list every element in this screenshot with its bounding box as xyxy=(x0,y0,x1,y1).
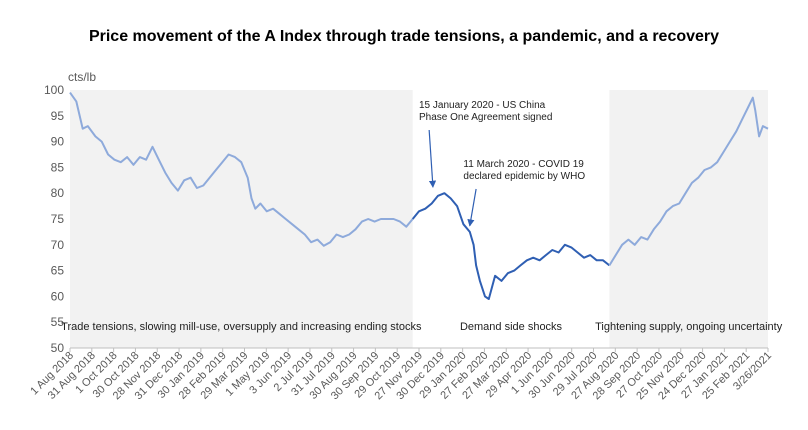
y-tick-label: 50 xyxy=(51,341,65,355)
region-label-2: Tightening supply, ongoing uncertainty xyxy=(595,321,783,333)
y-tick-label: 75 xyxy=(51,212,65,226)
region-shade-0 xyxy=(70,90,413,348)
y-tick-label: 80 xyxy=(51,186,65,200)
region-label-0: Trade tensions, slowing mill-use, oversu… xyxy=(61,321,422,333)
y-tick-label: 70 xyxy=(51,238,65,252)
region-label-1: Demand side shocks xyxy=(460,321,563,333)
region-shade-2 xyxy=(609,90,768,348)
annotation-1-line-1: declared epidemic by WHO xyxy=(463,171,585,182)
annotation-0-line-1: Phase One Agreement signed xyxy=(419,112,552,123)
chart-title: Price movement of the A Index through tr… xyxy=(88,28,720,45)
y-tick-label: 60 xyxy=(51,289,65,303)
y-axis-label: cts/lb xyxy=(68,70,96,84)
price-line-segment-1 xyxy=(411,192,611,300)
y-tick-label: 55 xyxy=(51,315,65,329)
annotation-arrow-1 xyxy=(467,188,477,227)
price-line-segment-2 xyxy=(608,96,769,266)
annotation-arrow-0 xyxy=(428,129,437,188)
y-tick-label: 85 xyxy=(51,160,65,174)
y-tick-label: 90 xyxy=(51,135,65,149)
y-tick-label: 95 xyxy=(51,109,65,123)
y-tick-label: 65 xyxy=(51,264,65,278)
annotation-0-line-0: 15 January 2020 - US China xyxy=(419,100,546,111)
annotation-1-line-0: 11 March 2020 - COVID 19 xyxy=(463,159,584,170)
y-tick-label: 100 xyxy=(44,83,64,97)
price-line-segment-0 xyxy=(69,92,414,247)
